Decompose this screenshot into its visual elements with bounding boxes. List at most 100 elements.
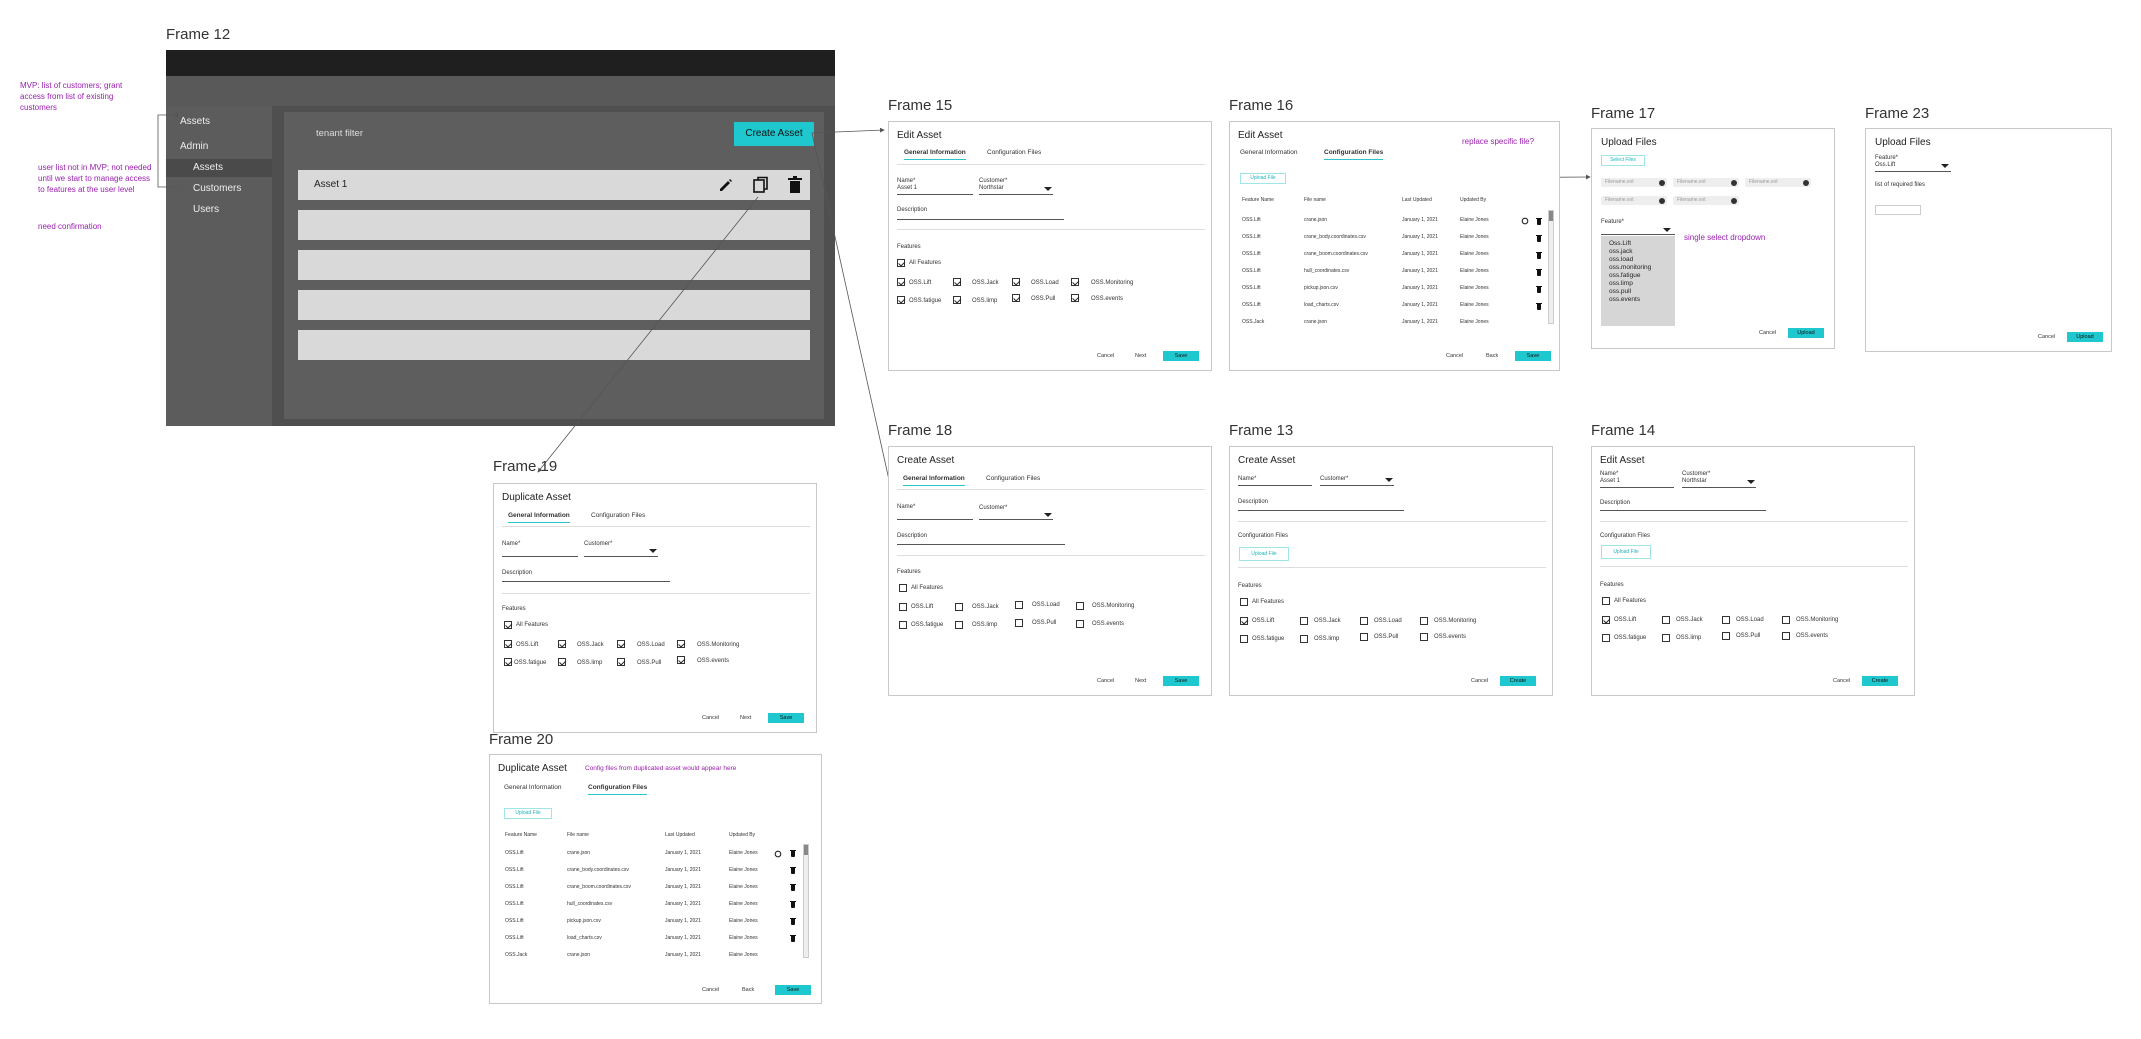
save-button[interactable]: Save xyxy=(768,713,804,723)
feature-checkbox[interactable] xyxy=(1015,619,1023,627)
cancel-button[interactable]: Cancel xyxy=(1097,353,1115,359)
cancel-button[interactable]: Cancel xyxy=(1097,678,1115,684)
feature-checkbox[interactable] xyxy=(677,640,685,648)
chevron-down-icon[interactable] xyxy=(1385,478,1393,482)
dropdown-option[interactable]: oss.jack xyxy=(1609,248,1633,255)
chevron-down-icon[interactable] xyxy=(1663,228,1671,232)
feature-checkbox[interactable] xyxy=(1360,633,1368,641)
file-chip[interactable]: Filename.ext xyxy=(1673,196,1739,205)
trash-icon[interactable] xyxy=(1536,285,1542,293)
dropdown-option[interactable]: oss.pull xyxy=(1609,288,1632,295)
select-files-button[interactable] xyxy=(1875,205,1921,215)
feature-checkbox[interactable] xyxy=(558,658,566,666)
back-button[interactable]: Back xyxy=(742,987,755,993)
dropdown-option[interactable]: oss.events xyxy=(1609,296,1641,303)
all-features-checkbox[interactable] xyxy=(897,259,905,267)
feature-checkbox[interactable] xyxy=(1240,635,1248,643)
scrollbar[interactable] xyxy=(1548,210,1554,324)
feature-dropdown-list[interactable]: Oss.Lift oss.jack oss.load oss.monitorin… xyxy=(1601,236,1675,326)
trash-icon[interactable] xyxy=(790,900,796,908)
file-chip[interactable]: Filename.ext xyxy=(1673,178,1739,187)
cancel-button[interactable]: Cancel xyxy=(702,715,720,721)
feature-checkbox[interactable] xyxy=(1722,616,1730,624)
feature-checkbox[interactable] xyxy=(1300,635,1308,643)
save-button[interactable]: Save xyxy=(775,985,811,995)
name-value[interactable]: Asset 1 xyxy=(1600,478,1621,484)
dropdown-option[interactable]: oss.fatigue xyxy=(1609,272,1641,279)
feature-checkbox[interactable] xyxy=(1782,632,1790,640)
feature-checkbox[interactable] xyxy=(897,278,905,286)
duplicate-icon[interactable] xyxy=(753,176,769,194)
feature-checkbox[interactable] xyxy=(1420,633,1428,641)
trash-icon[interactable] xyxy=(1536,251,1542,259)
dropdown-option[interactable]: Oss.Lift xyxy=(1609,240,1632,247)
customer-value[interactable]: Northstar xyxy=(1682,478,1707,484)
feature-checkbox[interactable] xyxy=(1722,632,1730,640)
next-button[interactable]: Next xyxy=(1135,678,1147,684)
feature-checkbox[interactable] xyxy=(558,640,566,648)
save-button[interactable]: Save xyxy=(1163,351,1199,361)
delete-icon[interactable] xyxy=(788,176,802,194)
all-features-checkbox[interactable] xyxy=(1240,598,1248,606)
tab-general[interactable]: General Information xyxy=(903,475,965,486)
feature-value[interactable]: Oss.Lift xyxy=(1875,162,1896,168)
tab-general[interactable]: General Information xyxy=(904,149,966,160)
tab-config[interactable]: Configuration Files xyxy=(591,512,646,519)
tab-config[interactable]: Configuration Files xyxy=(987,149,1042,156)
chevron-down-icon[interactable] xyxy=(1941,164,1949,168)
list-item[interactable] xyxy=(298,290,810,320)
upload-file-button[interactable]: Upload File xyxy=(1240,173,1286,184)
feature-checkbox[interactable] xyxy=(1071,294,1079,302)
list-item[interactable] xyxy=(298,210,810,240)
refresh-icon[interactable] xyxy=(1521,217,1529,225)
trash-icon[interactable] xyxy=(790,849,796,857)
feature-checkbox[interactable] xyxy=(617,658,625,666)
back-button[interactable]: Back xyxy=(1486,353,1499,359)
trash-icon[interactable] xyxy=(1536,217,1542,225)
upload-button[interactable]: Upload xyxy=(2067,332,2103,342)
feature-checkbox[interactable] xyxy=(617,640,625,648)
upload-file-button[interactable]: Upload File xyxy=(504,808,552,819)
asset-row[interactable]: Asset 1 xyxy=(298,170,810,200)
all-features-checkbox[interactable] xyxy=(1602,597,1610,605)
feature-checkbox[interactable] xyxy=(1662,634,1670,642)
feature-checkbox[interactable] xyxy=(953,296,961,304)
dropdown-option[interactable]: oss.monitoring xyxy=(1609,264,1652,271)
trash-icon[interactable] xyxy=(790,917,796,925)
save-button[interactable]: Save xyxy=(1515,351,1551,361)
feature-checkbox[interactable] xyxy=(1300,617,1308,625)
trash-icon[interactable] xyxy=(790,866,796,874)
upload-button[interactable]: Upload xyxy=(1788,328,1824,338)
file-chip[interactable]: Filename.ext xyxy=(1601,196,1667,205)
upload-file-button[interactable]: Upload File xyxy=(1239,547,1289,561)
trash-icon[interactable] xyxy=(790,934,796,942)
feature-checkbox[interactable] xyxy=(1071,278,1079,286)
feature-checkbox[interactable] xyxy=(1240,617,1248,625)
feature-checkbox[interactable] xyxy=(955,621,963,629)
trash-icon[interactable] xyxy=(1536,302,1542,310)
tab-config[interactable]: Configuration Files xyxy=(986,475,1041,482)
sidebar-item-admin[interactable]: Admin xyxy=(180,141,209,152)
save-button[interactable]: Save xyxy=(1163,676,1199,686)
cancel-button[interactable]: Cancel xyxy=(702,987,720,993)
tab-config[interactable]: Configuration Files xyxy=(1324,149,1384,160)
scrollbar[interactable] xyxy=(803,844,809,958)
cancel-button[interactable]: Cancel xyxy=(1446,353,1464,359)
feature-checkbox[interactable] xyxy=(899,603,907,611)
customer-value[interactable]: Northstar xyxy=(979,185,1004,191)
select-files-button[interactable]: Select Files xyxy=(1601,155,1645,166)
name-value[interactable]: Asset 1 xyxy=(897,185,918,191)
chevron-down-icon[interactable] xyxy=(1747,480,1755,484)
tenant-filter[interactable]: tenant filter xyxy=(316,128,363,139)
feature-checkbox[interactable] xyxy=(1602,634,1610,642)
file-chip[interactable]: Filename.ext xyxy=(1601,178,1667,187)
trash-icon[interactable] xyxy=(790,883,796,891)
dropdown-option[interactable]: oss.load xyxy=(1609,256,1634,263)
trash-icon[interactable] xyxy=(1536,268,1542,276)
feature-checkbox[interactable] xyxy=(899,621,907,629)
tab-config[interactable]: Configuration Files xyxy=(588,784,648,795)
feature-checkbox[interactable] xyxy=(1782,616,1790,624)
feature-checkbox[interactable] xyxy=(1662,616,1670,624)
feature-checkbox[interactable] xyxy=(955,603,963,611)
feature-checkbox[interactable] xyxy=(897,296,905,304)
